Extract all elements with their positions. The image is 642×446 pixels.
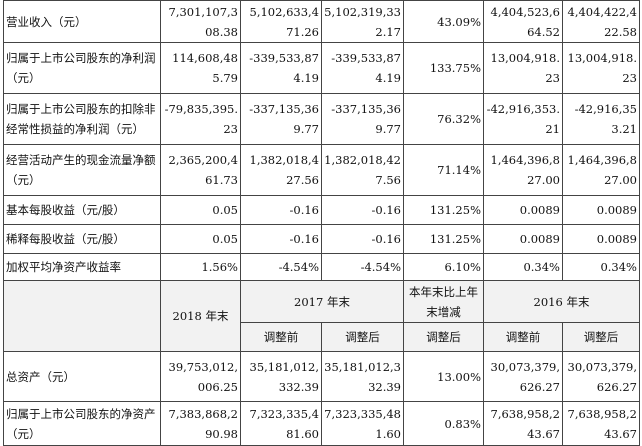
cell-value: -339,533,874.19 — [240, 42, 322, 94]
header-2016-before: 调整前 — [483, 322, 563, 352]
table-row: 基本每股收益（元/股） 0.05 -0.16 -0.16 131.25% 0.0… — [3, 195, 640, 225]
cell-value: 7,638,958,243.67 — [562, 401, 640, 446]
cell-value: -42,916,353.21 — [483, 93, 563, 145]
cell-value: 5,102,319,332.17 — [321, 0, 404, 43]
financial-data-table: 营业收入（元） 7,301,107,308.38 5,102,633,471.2… — [3, 0, 640, 446]
table-row: 经营活动产生的现金流量净额（元） 2,365,200,461.73 1,382,… — [3, 144, 640, 196]
cell-value: 0.0089 — [483, 224, 563, 254]
cell-value: 13,004,918.23 — [562, 42, 640, 94]
cell-value: -337,135,369.77 — [240, 93, 322, 145]
header-2017-after: 调整后 — [321, 322, 404, 352]
cell-value: -4.54% — [240, 253, 322, 281]
cell-value: -337,135,369.77 — [321, 93, 404, 145]
cell-value: -0.16 — [321, 224, 404, 254]
row-label-roe: 加权平均净资产收益率 — [3, 253, 161, 281]
header-2018-end: 2018 年末 — [160, 280, 241, 352]
cell-value: 131.25% — [403, 195, 484, 225]
row-label-cash-flow: 经营活动产生的现金流量净额（元） — [3, 144, 161, 196]
cell-value: 7,383,868,290.98 — [160, 401, 241, 446]
cell-value: 0.83% — [403, 401, 484, 446]
table-row: 总资产（元） 39,753,012,006.25 35,181,012,332.… — [3, 351, 640, 402]
cell-value: 0.0089 — [483, 195, 563, 225]
row-label-net-profit: 归属于上市公司股东的净利润（元） — [3, 42, 161, 94]
row-label-revenue: 营业收入（元） — [3, 0, 161, 43]
header-blank-cell — [3, 280, 161, 352]
header-yoy-change: 本年末比上年末增减 — [403, 280, 484, 323]
table-row: 加权平均净资产收益率 1.56% -4.54% -4.54% 6.10% 0.3… — [3, 253, 640, 281]
cell-value: 4,404,422,422.58 — [562, 0, 640, 43]
cell-value: 30,073,379,626.27 — [562, 351, 640, 402]
header-subrow: 调整前 调整后 调整后 调整前 调整后 — [4, 322, 640, 352]
cell-value: 0.34% — [562, 253, 640, 281]
header-change-after: 调整后 — [403, 322, 484, 352]
cell-value: 35,181,012,332.39 — [240, 351, 322, 402]
row-label-net-assets: 归属于上市公司股东的净资产（元） — [3, 401, 161, 446]
cell-value: 76.32% — [403, 93, 484, 145]
cell-value: 133.75% — [403, 42, 484, 94]
cell-value: 71.14% — [403, 144, 484, 196]
cell-value: 7,323,335,481.60 — [321, 401, 404, 446]
header-2016-end: 2016 年末 — [483, 280, 640, 323]
cell-value: -0.16 — [240, 195, 322, 225]
header-2017-before: 调整前 — [240, 322, 322, 352]
cell-value: 114,608,485.79 — [160, 42, 241, 94]
table-row: 稀释每股收益（元/股） 0.05 -0.16 -0.16 131.25% 0.0… — [3, 224, 640, 254]
header-2016-after: 调整后 — [562, 322, 640, 352]
cell-value: 7,323,335,481.60 — [240, 401, 322, 446]
row-label-net-profit-excl: 归属于上市公司股东的扣除非经常性损益的净利润（元） — [3, 93, 161, 145]
cell-value: 30,073,379,626.27 — [483, 351, 563, 402]
cell-value: 0.34% — [483, 253, 563, 281]
cell-value: 1.56% — [160, 253, 241, 281]
header-row: 2018 年末 2017 年末 本年末比上年末增减 2016 年末 — [3, 280, 640, 352]
cell-value: 39,753,012,006.25 — [160, 351, 241, 402]
cell-value: 0.0089 — [562, 195, 640, 225]
row-label-total-assets: 总资产（元） — [3, 351, 161, 402]
cell-value: 0.05 — [160, 224, 241, 254]
cell-value: 0.0089 — [562, 224, 640, 254]
cell-value: 5,102,633,471.26 — [240, 0, 322, 43]
cell-value: -4.54% — [321, 253, 404, 281]
cell-value: -0.16 — [240, 224, 322, 254]
cell-value: -79,835,395.23 — [160, 93, 241, 145]
cell-value: 7,638,958,243.67 — [483, 401, 563, 446]
cell-value: -339,533,874.19 — [321, 42, 404, 94]
cell-value: 4,404,523,664.52 — [483, 0, 563, 43]
table-row: 营业收入（元） 7,301,107,308.38 5,102,633,471.2… — [3, 0, 640, 43]
cell-value: 2,365,200,461.73 — [160, 144, 241, 196]
cell-value: 131.25% — [403, 224, 484, 254]
row-label-basic-eps: 基本每股收益（元/股） — [3, 195, 161, 225]
table-row: 归属于上市公司股东的净利润（元） 114,608,485.79 -339,533… — [3, 42, 640, 94]
cell-value: 1,464,396,827.00 — [483, 144, 563, 196]
cell-value: 1,382,018,427.56 — [321, 144, 404, 196]
table-row: 归属于上市公司股东的扣除非经常性损益的净利润（元） -79,835,395.23… — [3, 93, 640, 145]
cell-value: 13.00% — [403, 351, 484, 402]
cell-value: 1,464,396,827.00 — [562, 144, 640, 196]
cell-value: -42,916,353.21 — [562, 93, 640, 145]
cell-value: -0.16 — [321, 195, 404, 225]
cell-value: 13,004,918.23 — [483, 42, 563, 94]
table-row: 归属于上市公司股东的净资产（元） 7,383,868,290.98 7,323,… — [3, 401, 640, 446]
cell-value: 0.05 — [160, 195, 241, 225]
cell-value: 35,181,012,332.39 — [321, 351, 404, 402]
cell-value: 1,382,018,427.56 — [240, 144, 322, 196]
header-2017-end: 2017 年末 — [240, 280, 404, 323]
cell-value: 6.10% — [403, 253, 484, 281]
row-label-diluted-eps: 稀释每股收益（元/股） — [3, 224, 161, 254]
cell-value: 7,301,107,308.38 — [160, 0, 241, 43]
cell-value: 43.09% — [403, 0, 484, 43]
